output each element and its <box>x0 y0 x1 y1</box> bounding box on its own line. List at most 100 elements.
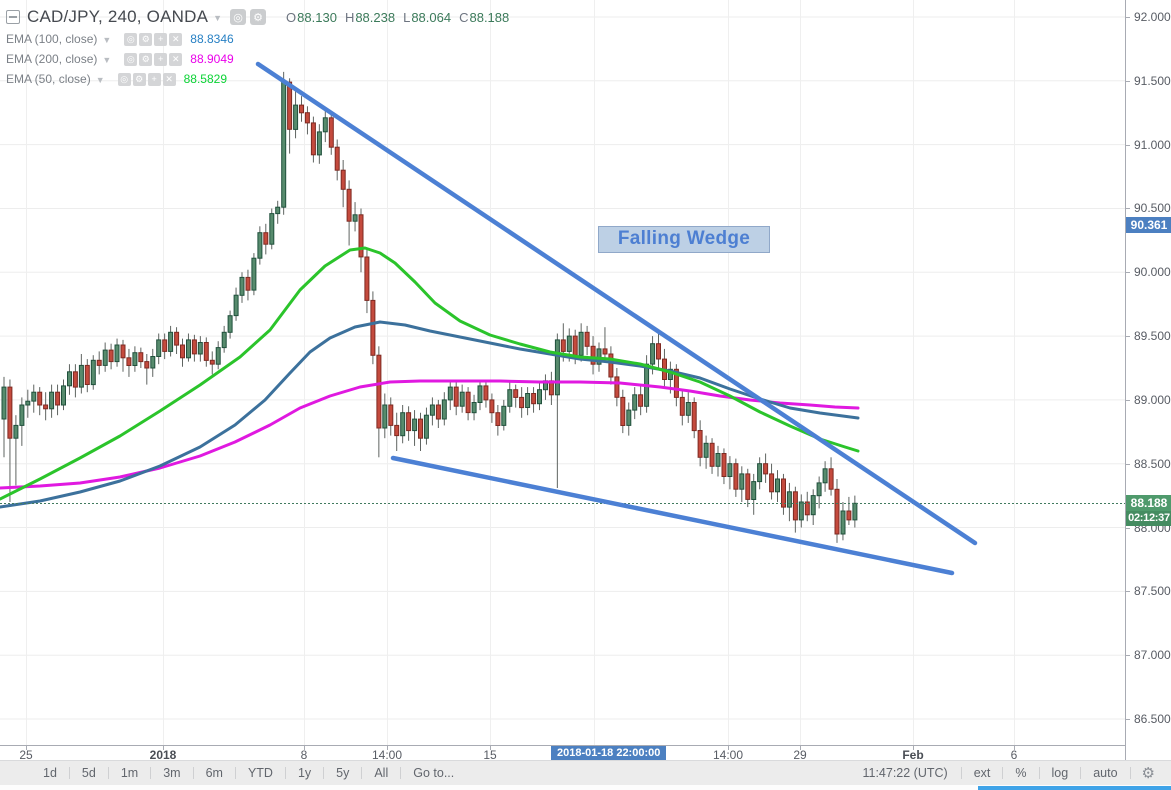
candle <box>608 353 614 378</box>
candle <box>31 391 37 402</box>
candle <box>340 169 346 190</box>
ema-line-100[interactable] <box>0 320 860 509</box>
wedge-trendline-upper[interactable] <box>255 61 978 546</box>
gear-icon[interactable]: ⚙ <box>139 52 153 66</box>
chevron-down-icon[interactable]: ▼ <box>213 13 223 23</box>
close-icon[interactable]: ✕ <box>169 52 183 66</box>
plus-icon[interactable]: + <box>147 72 161 86</box>
gear-icon[interactable]: ⚙ <box>1141 765 1155 782</box>
candle <box>67 371 72 387</box>
range-button-1y[interactable]: 1y <box>297 766 312 780</box>
candle <box>19 404 25 426</box>
candle <box>537 389 542 405</box>
indicator-value: 88.5829 <box>183 72 228 86</box>
eye-icon[interactable]: ◎ <box>124 52 138 66</box>
candle <box>310 122 316 156</box>
chevron-down-icon[interactable]: ▼ <box>102 55 112 65</box>
range-button-5y[interactable]: 5y <box>336 766 350 780</box>
range-button-1m[interactable]: 1m <box>120 766 139 780</box>
candle <box>834 488 840 535</box>
candle <box>293 104 299 130</box>
toolbar-button-auto[interactable]: auto <box>1093 766 1118 780</box>
candle <box>626 409 632 426</box>
time-label: 29 <box>793 748 807 762</box>
falling-wedge-label[interactable]: Falling Wedge <box>598 226 770 253</box>
plus-icon[interactable]: + <box>154 32 168 46</box>
candle <box>429 404 435 416</box>
indicator-row: EMA (100, close) ▼ ◎ ⚙ + ✕ 88.8346 <box>6 30 234 48</box>
time-tick <box>1014 746 1015 750</box>
bottom-toolbar: 1d 5d 1m 3m 6m YTD 1y 5y All Go to... 11:47:22 (U… <box>0 760 1171 785</box>
range-button-goto[interactable]: Go to... <box>413 766 455 780</box>
candle <box>239 276 245 296</box>
chevron-down-icon[interactable]: ▼ <box>102 35 112 45</box>
ema-line-200[interactable] <box>0 379 860 490</box>
price-tick <box>1126 719 1130 720</box>
candle <box>49 391 55 410</box>
close-icon[interactable]: ✕ <box>169 32 183 46</box>
symbol-title[interactable]: CAD/JPY, 240, OANDA <box>27 7 209 26</box>
wedge-trendline-lower[interactable] <box>390 455 955 576</box>
candle <box>697 430 703 458</box>
time-badge: 2018-01-18 22:00:00 <box>551 746 667 761</box>
candle <box>281 81 287 208</box>
candle <box>25 400 31 406</box>
candle <box>507 389 513 407</box>
price-tick <box>1126 81 1130 82</box>
price-label: 92.000 <box>1134 10 1171 24</box>
range-button-ytd[interactable]: YTD <box>247 766 273 780</box>
candle <box>816 482 822 497</box>
range-button-6m[interactable]: 6m <box>205 766 223 780</box>
range-button-3m[interactable]: 3m <box>163 766 181 780</box>
candle <box>685 402 691 416</box>
candle <box>364 256 370 301</box>
candle <box>483 385 489 401</box>
range-button-5d[interactable]: 5d <box>81 766 96 780</box>
indicator-label[interactable]: EMA (100, close) <box>6 32 98 46</box>
ema-line-50[interactable] <box>0 246 860 501</box>
candle <box>215 347 221 365</box>
scrollbar-thumb[interactable] <box>978 786 1171 790</box>
price-axis[interactable]: 92.000 91.500 91.000 90.500 90.000 89.500 89.0… <box>1125 0 1171 760</box>
candle <box>656 343 661 360</box>
eye-icon[interactable]: ◎ <box>230 9 247 25</box>
candle <box>519 396 525 409</box>
gear-icon[interactable]: ⚙ <box>250 9 267 25</box>
symbol-header: CAD/JPY, 240, OANDA ▼ ◎ ⚙ O 88.130 H 88.238… <box>6 6 509 28</box>
collapse-icon[interactable] <box>6 10 20 24</box>
indicator-label[interactable]: EMA (200, close) <box>6 52 98 66</box>
candle <box>638 394 644 407</box>
gear-icon[interactable]: ⚙ <box>139 32 153 46</box>
candle <box>150 356 156 369</box>
candle <box>108 349 114 363</box>
candle <box>287 81 293 130</box>
candle <box>798 501 804 521</box>
indicator-label[interactable]: EMA (50, close) <box>6 72 91 86</box>
time-axis[interactable]: 2018-01-18 22:00:00 25 2018 8 14:00 15 14:00 2… <box>0 745 1125 762</box>
time-tick <box>490 746 491 750</box>
chevron-down-icon[interactable]: ▼ <box>95 75 105 85</box>
price-label: 91.000 <box>1134 138 1171 152</box>
candle <box>102 349 108 366</box>
toolbar-button-ext[interactable]: ext <box>973 766 991 780</box>
plus-icon[interactable]: + <box>154 52 168 66</box>
eye-icon[interactable]: ◎ <box>117 72 131 86</box>
time-tick <box>728 746 729 750</box>
candle <box>513 389 519 398</box>
candle <box>180 344 185 359</box>
candle <box>786 491 792 508</box>
gear-icon[interactable]: ⚙ <box>132 72 146 86</box>
toolbar-button-[interactable]: % <box>1015 766 1027 780</box>
range-button-all[interactable]: All <box>374 766 389 780</box>
price-label: 90.500 <box>1134 201 1171 215</box>
candle <box>715 453 721 467</box>
eye-icon[interactable]: ◎ <box>124 32 138 46</box>
candle <box>531 393 537 405</box>
candle <box>191 339 197 355</box>
chart-canvas[interactable] <box>0 0 1125 745</box>
toolbar-button-log[interactable]: log <box>1051 766 1069 780</box>
candle <box>703 442 709 458</box>
close-icon[interactable]: ✕ <box>162 72 176 86</box>
range-button-1d[interactable]: 1d <box>43 766 57 780</box>
